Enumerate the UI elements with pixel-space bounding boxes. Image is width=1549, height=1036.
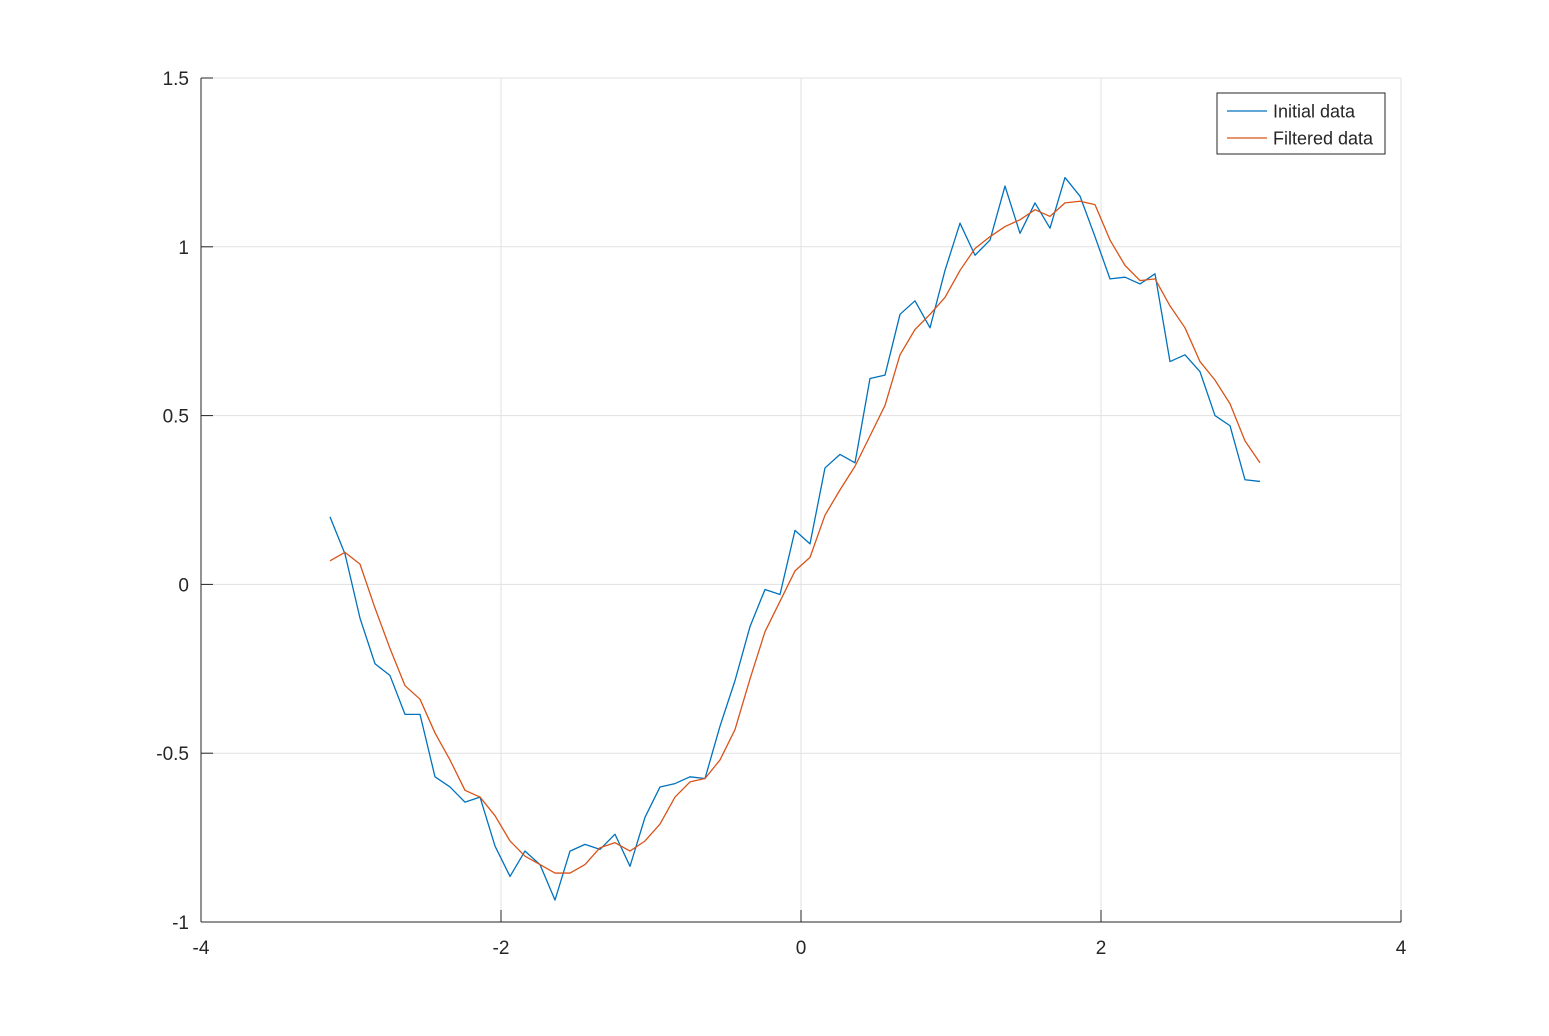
legend: Initial data Filtered data [1216,92,1386,155]
series-line-filtered-data [329,200,1261,874]
y-tick-label: 0 [178,575,189,596]
legend-label-initial-data: Initial data [1273,102,1356,122]
x-tick-label: 2 [1096,938,1107,959]
y-tick-label: 1.5 [163,69,189,90]
legend-label-filtered-data: Filtered data [1273,129,1374,149]
series-line-initial-data [329,176,1261,901]
x-tick-label: 0 [796,938,807,959]
series-lines [329,176,1261,901]
x-tick-label: -2 [493,938,510,959]
y-tick-label: -0.5 [156,744,189,765]
y-tick-label: 1 [178,238,189,259]
x-tick-label: -4 [193,938,210,959]
x-tick-label: 4 [1396,938,1407,959]
y-tick-label: 0.5 [163,407,189,428]
y-tick-label: -1 [172,913,189,934]
legend-box [1216,92,1386,155]
axes: -4 -2 0 2 4 -1 -0.5 0 0.5 1 1.5 [156,69,1406,959]
